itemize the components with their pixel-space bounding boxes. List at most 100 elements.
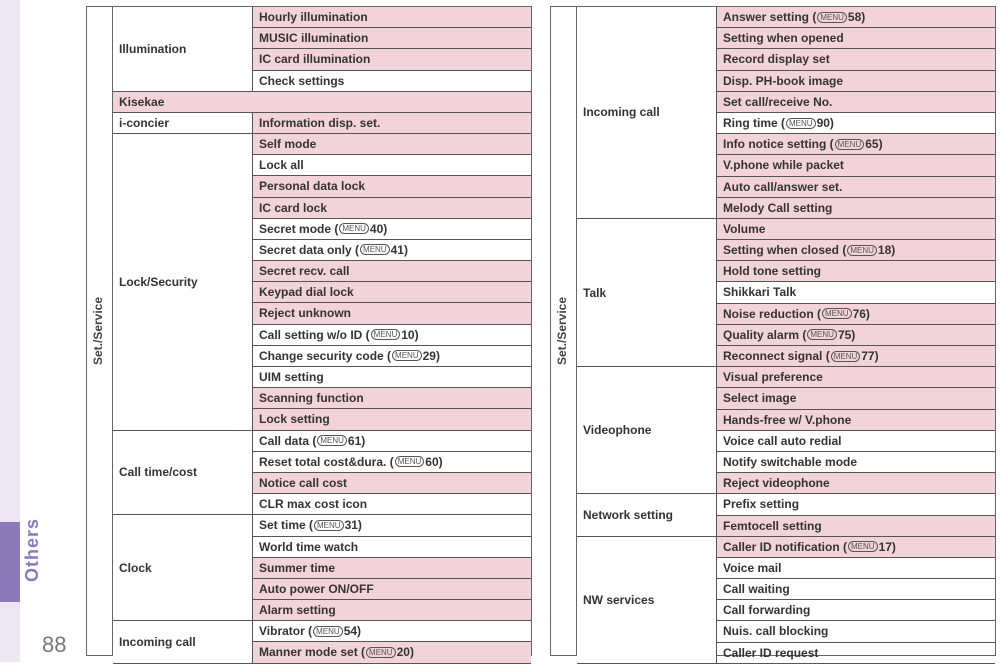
menu-item: MUSIC illumination — [253, 28, 531, 49]
item-text: Vibrator ( — [259, 623, 312, 639]
item-text: Ring time ( — [723, 115, 785, 131]
left-table: IlluminationHourly illuminationMUSIC ill… — [113, 7, 531, 664]
menu-item: Volume — [717, 219, 995, 240]
item-text: Answer setting ( — [723, 9, 816, 25]
menu-item: Prefix setting — [717, 494, 995, 515]
items-list: VolumeSetting when closed (MENU18)Hold t… — [717, 219, 995, 366]
menu-item: CLR max cost icon — [253, 494, 531, 514]
item-text: Quality alarm ( — [723, 327, 806, 343]
item-text: Call setting w/o ID ( — [259, 327, 370, 343]
menu-item: Answer setting (MENU58) — [717, 7, 995, 28]
sidebar-section-label: Others — [22, 518, 43, 582]
menu-key-icon: MENU — [371, 329, 401, 340]
category-label: Lock/Security — [113, 134, 253, 430]
menu-item: Reject videophone — [717, 473, 995, 493]
menu-key-icon: MENU — [339, 223, 369, 234]
items-list: Call data (MENU61)Reset total cost&dura.… — [253, 431, 531, 515]
category-row: i-concierInformation disp. set. — [113, 113, 531, 134]
menu-item: Change security code (MENU29) — [253, 346, 531, 367]
menu-item: Auto power ON/OFF — [253, 579, 531, 600]
item-text: Secret data only ( — [259, 242, 359, 258]
menu-item: Ring time (MENU90) — [717, 113, 995, 134]
menu-key-icon: MENU — [831, 351, 861, 362]
item-text: Set time ( — [259, 517, 313, 533]
menu-item: Call waiting — [717, 579, 995, 600]
menu-item: Caller ID notification (MENU17) — [717, 537, 995, 558]
item-text: Noise reduction ( — [723, 306, 821, 322]
menu-key-icon: MENU — [313, 626, 343, 637]
category-row: Incoming callVibrator (MENU54)Manner mod… — [113, 621, 531, 663]
item-text: Caller ID notification ( — [723, 539, 847, 555]
menu-item: Reject unknown — [253, 303, 531, 324]
menu-item: UIM setting — [253, 367, 531, 388]
sidebar-accent — [0, 522, 20, 602]
item-text: Info notice setting ( — [723, 136, 834, 152]
menu-key-icon: MENU — [847, 245, 877, 256]
menu-item: V.phone while packet — [717, 155, 995, 176]
item-text: Setting when closed ( — [723, 242, 846, 258]
item-text: Reset total cost&dura. ( — [259, 454, 394, 470]
category-row: TalkVolumeSetting when closed (MENU18)Ho… — [577, 219, 995, 367]
item-text: Reconnect signal ( — [723, 348, 830, 364]
menu-item: Secret data only (MENU41) — [253, 240, 531, 261]
category-label: Network setting — [577, 494, 717, 535]
item-text-after: 60) — [425, 454, 442, 470]
category-label: Call time/cost — [113, 431, 253, 515]
menu-item: Voice call auto redial — [717, 431, 995, 452]
item-text: Manner mode set ( — [259, 644, 365, 660]
item-text-after: 17) — [879, 539, 896, 555]
menu-item: Melody Call setting — [717, 198, 995, 218]
menu-item: Auto call/answer set. — [717, 177, 995, 198]
menu-item: Keypad dial lock — [253, 282, 531, 303]
menu-key-icon: MENU — [822, 308, 852, 319]
vlabel-strip: Set./Service — [551, 7, 577, 655]
right-panel: Set./Service Incoming callAnswer setting… — [550, 6, 996, 656]
menu-item: Information disp. set. — [253, 113, 531, 133]
category-label: i-concier — [113, 113, 253, 133]
page-number: 88 — [42, 632, 66, 658]
items-list: Hourly illuminationMUSIC illuminationIC … — [253, 7, 531, 91]
items-list: Vibrator (MENU54)Manner mode set (MENU20… — [253, 621, 531, 662]
menu-item: Vibrator (MENU54) — [253, 621, 531, 642]
menu-item: World time watch — [253, 537, 531, 558]
items-list: Prefix settingFemtocell setting — [717, 494, 995, 535]
menu-item: Setting when opened — [717, 28, 995, 49]
category-row: NW servicesCaller ID notification (MENU1… — [577, 537, 995, 664]
menu-key-icon: MENU — [366, 647, 396, 658]
panel-vlabel: Set./Service — [91, 297, 105, 365]
menu-item: Quality alarm (MENU75) — [717, 325, 995, 346]
item-text-after: 41) — [391, 242, 408, 258]
menu-item: Scanning function — [253, 388, 531, 409]
menu-item: Noise reduction (MENU76) — [717, 304, 995, 325]
menu-item: Record display set — [717, 49, 995, 70]
menu-item: Set call/receive No. — [717, 92, 995, 113]
menu-item: Caller ID request — [717, 643, 995, 663]
category-label: Videophone — [577, 367, 717, 493]
item-text-after: 20) — [397, 644, 414, 660]
menu-key-icon: MENU — [317, 435, 347, 446]
item-text: Call data ( — [259, 433, 316, 449]
menu-item: Voice mail — [717, 558, 995, 579]
menu-item: Set time (MENU31) — [253, 515, 531, 536]
menu-item: Manner mode set (MENU20) — [253, 642, 531, 662]
items-list: Caller ID notification (MENU17)Voice mai… — [717, 537, 995, 663]
menu-item: Reconnect signal (MENU77) — [717, 346, 995, 366]
menu-item: Check settings — [253, 71, 531, 91]
menu-item: Self mode — [253, 134, 531, 155]
item-text-after: 65) — [865, 136, 882, 152]
menu-item: Select image — [717, 388, 995, 409]
items-list: Set time (MENU31)World time watchSummer … — [253, 515, 531, 620]
menu-item: Visual preference — [717, 367, 995, 388]
menu-item: Disp. PH-book image — [717, 71, 995, 92]
menu-item: Lock setting — [253, 409, 531, 429]
item-text: Secret mode ( — [259, 221, 338, 237]
category-row: Network settingPrefix settingFemtocell s… — [577, 494, 995, 536]
menu-item: Personal data lock — [253, 176, 531, 197]
menu-item: Hourly illumination — [253, 7, 531, 28]
menu-item: Lock all — [253, 155, 531, 176]
item-text-after: 18) — [878, 242, 895, 258]
items-list: Self modeLock allPersonal data lockIC ca… — [253, 134, 531, 430]
menu-item: Reset total cost&dura. (MENU60) — [253, 452, 531, 473]
menu-item: Shikkari Talk — [717, 282, 995, 303]
category-row: ClockSet time (MENU31)World time watchSu… — [113, 515, 531, 621]
